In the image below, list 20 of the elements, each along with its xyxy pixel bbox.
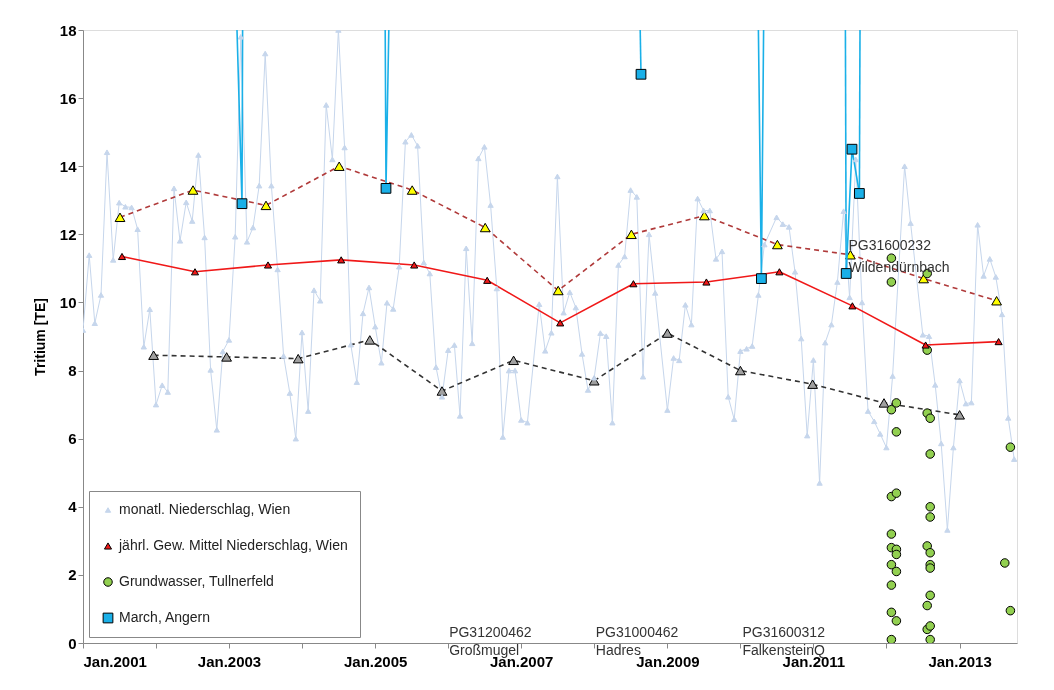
legend-label: Grundwasser, Tullnerfeld [119,573,274,589]
legend-label: March, Angern [119,609,211,625]
y-tick-label: 12 [59,225,77,243]
y-tick-label: 14 [59,157,78,175]
y-tick-label: 8 [68,362,77,380]
y-tick-label: 0 [68,634,77,652]
x-tick-label: Jan.2005 [344,652,408,670]
x-tick-label: Jan.2013 [928,652,992,670]
legend-label: jährl. Gew. Mittel Niederschlag, Wien [118,537,348,553]
y-tick-label: 4 [68,498,78,516]
annotation: PG31000462 Hadres [595,624,679,658]
y-tick-label: 16 [59,89,77,107]
y-tick-label: 2 [68,566,77,584]
y-tick-label: 10 [59,293,77,311]
x-tick-label: Jan.2001 [83,652,147,670]
y-tick-label: 6 [68,430,77,448]
x-tick-label: Jan.2003 [197,652,262,670]
y-axis-title: Tritium [TE] [31,298,48,376]
y-tick-label: 18 [59,21,77,39]
legend-label: monatl. Niederschlag, Wien [119,501,291,517]
